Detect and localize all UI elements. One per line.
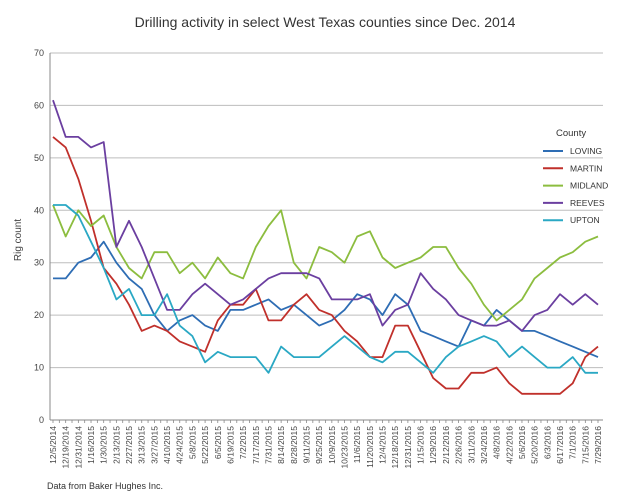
series-lines: [52, 99, 599, 395]
x-tick-label: 6/5/2015: [213, 426, 223, 459]
chart-title: Drilling activity in select West Texas c…: [135, 14, 516, 30]
x-tick-label: 7/31/2015: [263, 426, 273, 464]
x-tick-label: 9/11/2015: [301, 426, 311, 463]
y-tick-label: 0: [39, 415, 44, 425]
x-tick-label: 7/1/2016: [568, 426, 578, 459]
legend-label-reeves: REEVES: [570, 198, 605, 208]
x-tick-label: 11/20/2015: [365, 426, 375, 468]
x-tick-label: 8/28/2015: [289, 426, 299, 464]
y-tick-label: 30: [34, 258, 44, 268]
series-line-reeves: [52, 99, 599, 332]
x-tick-label: 12/5/2014: [48, 426, 58, 464]
series-line-upton: [53, 204, 598, 374]
x-tick-label: 12/18/2015: [390, 426, 400, 469]
x-tick-label: 10/9/2015: [327, 426, 337, 464]
x-tick-label: 5/6/2016: [517, 426, 527, 459]
legend-label-loving: LOVING: [570, 146, 602, 156]
x-tick-label: 3/11/2016: [466, 426, 476, 463]
x-tick-label: 2/27/2015: [124, 426, 134, 464]
x-tick-label: 4/8/2016: [492, 426, 502, 459]
x-tick-label: 10/23/2015: [340, 426, 350, 469]
gridlines: [49, 52, 603, 421]
x-tick-label: 2/26/2016: [454, 426, 464, 464]
source-note: Data from Baker Hughes Inc.: [47, 481, 163, 491]
x-tick-label: 5/20/2016: [530, 426, 540, 464]
x-tick-label: 5/22/2015: [200, 426, 210, 464]
legend-label-midland: MIDLAND: [570, 181, 608, 191]
x-tick-label: 11/6/2015: [352, 426, 362, 463]
y-tick-label: 70: [34, 48, 44, 58]
y-tick-label: 50: [34, 153, 44, 163]
x-tick-label: 12/31/2015: [403, 426, 413, 469]
series-line-loving: [53, 240, 599, 358]
x-tick-label: 1/30/2015: [99, 426, 109, 464]
y-tick-label: 40: [34, 205, 44, 215]
series-line-martin: [52, 136, 599, 395]
y-axis-label: Rig count: [13, 219, 24, 261]
x-tick-label: 1/15/2016: [416, 426, 426, 464]
x-tick-label: 3/27/2015: [149, 426, 159, 464]
x-tick-label: 6/3/2016: [542, 426, 552, 459]
y-axis-ticks: 0 10 20 30 40 50 60 70: [34, 48, 44, 425]
x-tick-label: 4/22/2016: [504, 426, 514, 464]
x-tick-label: 12/19/2014: [61, 426, 71, 469]
x-tick-label: 7/17/2015: [251, 426, 261, 464]
x-tick-label: 8/14/2015: [276, 426, 286, 464]
y-tick-label: 60: [34, 100, 44, 110]
y-tick-label: 20: [34, 310, 44, 320]
legend: County LOVING MARTIN MIDLAND REEVES UPTON: [543, 128, 608, 225]
x-axis-ticks: 12/5/2014 12/19/2014 12/31/2014 1/16/2015 1/…: [48, 420, 603, 469]
x-tick-label: 5/8/2015: [187, 426, 197, 459]
x-tick-label: 1/16/2015: [86, 426, 96, 464]
x-tick-label: 6/19/2015: [225, 426, 235, 464]
y-tick-label: 10: [34, 363, 44, 373]
x-tick-label: 4/10/2015: [162, 426, 172, 464]
legend-label-upton: UPTON: [570, 215, 600, 225]
x-tick-label: 2/13/2015: [111, 426, 121, 464]
legend-label-martin: MARTIN: [570, 163, 602, 173]
x-tick-label: 12/31/2014: [73, 426, 83, 469]
x-tick-label: 7/29/2016: [593, 426, 603, 464]
x-tick-label: 1/29/2016: [428, 426, 438, 464]
legend-title: County: [556, 128, 586, 139]
x-tick-label: 4/24/2015: [175, 426, 185, 464]
x-tick-label: 7/2/2015: [238, 426, 248, 459]
x-tick-label: 7/15/2016: [580, 426, 590, 464]
x-tick-label: 6/17/2016: [555, 426, 565, 464]
x-tick-label: 3/24/2016: [479, 426, 489, 464]
x-tick-label: 3/13/2015: [137, 426, 147, 464]
series-line-midland: [52, 204, 599, 322]
x-tick-label: 2/12/2016: [441, 426, 451, 464]
x-tick-label: 12/4/2015: [378, 426, 388, 464]
x-tick-label: 9/25/2015: [314, 426, 324, 464]
